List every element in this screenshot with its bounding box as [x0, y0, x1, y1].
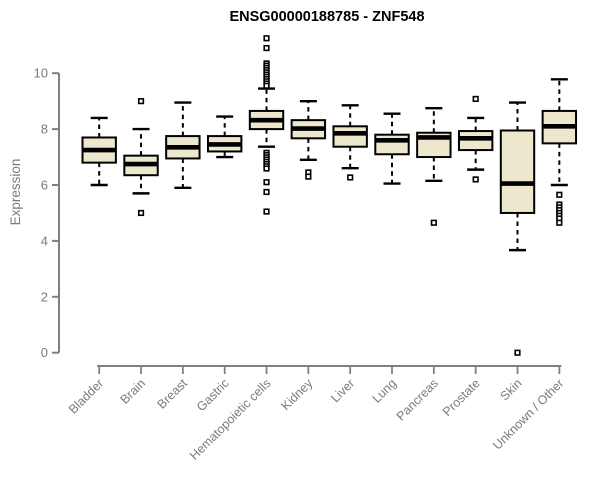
outlier-brain-0	[137, 98, 145, 105]
x-tick-label-unknown-other: Unknown / Other	[490, 376, 566, 452]
boxplot-unknown-other	[541, 78, 578, 226]
outlier-unknown-other-0	[556, 191, 563, 198]
boxplot-gastric	[206, 115, 243, 159]
y-tick-label-8: 8	[41, 122, 48, 137]
x-tick-label-brain: Brain	[118, 376, 149, 407]
outlier-kidney-1	[305, 173, 312, 180]
x-tick-label-kidney: Kidney	[279, 376, 316, 413]
boxplot-breast	[165, 101, 201, 189]
boxplot-brain	[123, 98, 159, 217]
x-tick-label-hematopoietic-cells: Hematopoietic cells	[187, 376, 274, 463]
outlier-unknown-other-7	[556, 219, 563, 226]
box-lung	[374, 133, 410, 156]
y-tick-label-0: 0	[41, 345, 48, 360]
y-tick-label-4: 4	[41, 233, 48, 248]
box-skin	[499, 129, 536, 214]
outlier-liver-0	[347, 174, 354, 181]
x-tick-label-bladder: Bladder	[66, 376, 106, 416]
x-tick-label-prostate: Prostate	[440, 376, 483, 419]
boxplot-bladder	[81, 116, 117, 187]
boxes-group	[81, 35, 578, 356]
y-axis-title: Expression	[8, 159, 23, 226]
y-tick-label-2: 2	[41, 289, 48, 304]
chart-title: ENSG00000188785 - ZNF548	[229, 9, 424, 25]
outlier-brain-1	[137, 209, 145, 217]
outlier-prostate-0	[472, 95, 479, 103]
box-liver	[332, 125, 368, 148]
outlier-hematopoietic-cells-0	[263, 35, 270, 42]
x-tick-label-pancreas: Pancreas	[394, 376, 441, 423]
y-tick-label-10: 10	[34, 66, 48, 81]
boxplot-liver	[332, 104, 368, 181]
boxplot-kidney	[290, 99, 327, 180]
outlier-hematopoietic-cells-23	[263, 208, 270, 215]
outlier-hematopoietic-cells-1	[263, 44, 270, 52]
outlier-prostate-1	[472, 176, 479, 183]
boxplot-skin	[499, 101, 536, 356]
y-tick-label-6: 6	[41, 178, 48, 193]
outlier-skin-0	[514, 349, 521, 356]
boxplot-prostate	[457, 95, 494, 183]
boxplot-pancreas	[416, 106, 452, 226]
boxplot-hematopoietic-cells	[248, 35, 285, 215]
x-tick-label-gastric: Gastric	[194, 376, 232, 414]
x-tick-label-lung: Lung	[370, 376, 400, 406]
boxplot-lung	[374, 112, 410, 185]
outlier-hematopoietic-cells-20	[263, 165, 270, 172]
outlier-pancreas-0	[430, 219, 437, 226]
outlier-hematopoietic-cells-12	[263, 82, 270, 89]
x-tick-label-liver: Liver	[328, 376, 357, 405]
x-tick-label-breast: Breast	[155, 376, 191, 412]
outlier-hematopoietic-cells-22	[263, 188, 270, 196]
x-tick-label-skin: Skin	[498, 376, 525, 403]
outlier-hematopoietic-cells-21	[263, 179, 270, 186]
